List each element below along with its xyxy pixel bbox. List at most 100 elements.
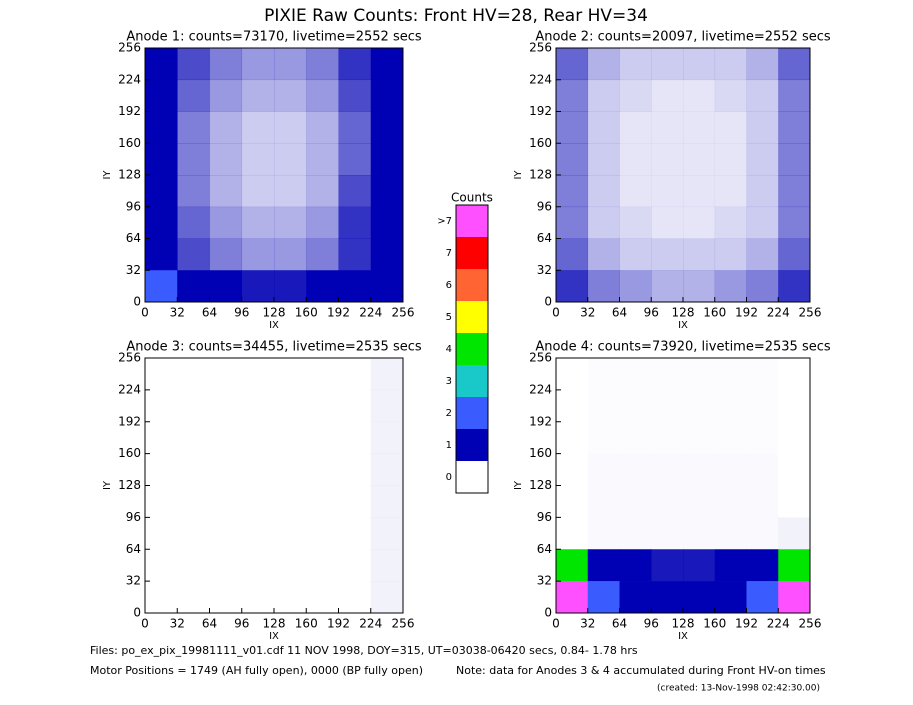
- heat-cell: [619, 581, 652, 614]
- colorbar-label: 3: [446, 376, 452, 387]
- heat-cell: [209, 143, 243, 176]
- x-tick-label: 96: [234, 617, 249, 631]
- heat-cell: [338, 581, 372, 614]
- heat-cell: [587, 48, 620, 81]
- heat-cell: [274, 549, 307, 582]
- x-axis-label: IX: [269, 320, 279, 331]
- heat-cell: [177, 111, 210, 144]
- x-tick-label: 128: [263, 617, 286, 631]
- heat-cell: [306, 238, 339, 271]
- heat-cell: [370, 453, 404, 486]
- heat-cell: [778, 485, 811, 518]
- x-tick-label: 96: [234, 306, 249, 320]
- x-tick-label: 160: [703, 306, 726, 320]
- heat-cell: [619, 111, 652, 144]
- heat-cell: [747, 422, 779, 454]
- heat-cell: [241, 389, 275, 423]
- heat-cell: [241, 143, 275, 176]
- heat-cell: [619, 143, 652, 176]
- heat-cell: [338, 549, 372, 582]
- heat-cell: [274, 270, 307, 303]
- heat-cell: [338, 358, 372, 391]
- heat-cell: [306, 206, 339, 239]
- heat-cell: [587, 175, 620, 208]
- heat-cell: [651, 270, 684, 303]
- heat-cell: [683, 422, 715, 454]
- heat-cell: [306, 581, 339, 614]
- heat-cell: [274, 485, 307, 518]
- heat-cell: [587, 206, 620, 239]
- heat-cell: [338, 517, 372, 550]
- heat-cell: [241, 238, 275, 271]
- heat-cell: [306, 143, 339, 176]
- panel-title: Anode 4: counts=73920, livetime=2535 sec…: [535, 340, 831, 355]
- x-tick-label: 256: [799, 306, 822, 320]
- heat-cell: [145, 143, 178, 176]
- x-tick-label: 256: [392, 306, 415, 320]
- heat-cell: [145, 358, 178, 391]
- heat-cell: [651, 238, 684, 271]
- heat-cell: [209, 453, 243, 486]
- heat-cell: [683, 517, 715, 549]
- heat-cell: [370, 238, 404, 271]
- heat-cell: [274, 238, 307, 271]
- heat-cell: [370, 517, 404, 550]
- heat-cell: [556, 238, 589, 271]
- heat-cell: [683, 486, 715, 518]
- heat-cell: [145, 111, 178, 144]
- heat-cell: [778, 238, 811, 271]
- heat-cell: [370, 48, 404, 81]
- panel-title: Anode 3: counts=34455, livetime=2535 sec…: [126, 340, 422, 355]
- heat-cell: [747, 358, 779, 390]
- x-tick-label: 96: [644, 617, 659, 631]
- heat-cell: [556, 270, 589, 303]
- x-tick-label: 128: [263, 306, 286, 320]
- heat-cell: [306, 175, 339, 208]
- heat-cell: [683, 111, 716, 144]
- heat-cell: [338, 238, 372, 271]
- heat-cell: [778, 48, 811, 81]
- heat-cell: [274, 358, 307, 391]
- colorbar-box: [456, 461, 488, 493]
- heat-cell: [683, 206, 716, 239]
- y-tick-label: 128: [529, 168, 552, 182]
- heat-cell: [306, 48, 339, 81]
- heat-cell: [587, 270, 620, 303]
- heat-cell: [683, 238, 716, 271]
- heat-cell: [588, 454, 620, 486]
- y-tick-label: 192: [529, 414, 552, 428]
- y-tick-label: 0: [133, 606, 141, 620]
- heat-cell: [274, 517, 307, 550]
- heat-cell: [241, 485, 275, 518]
- heat-cell: [177, 175, 210, 208]
- y-tick-label: 0: [544, 295, 552, 309]
- x-tick-label: 0: [552, 306, 560, 320]
- colorbar-label: 1: [446, 440, 452, 451]
- heat-cell: [306, 453, 339, 486]
- footer-note: Note: data for Anodes 3 & 4 accumulated …: [456, 664, 826, 677]
- x-tick-label: 192: [327, 306, 350, 320]
- heat-cell: [145, 485, 178, 518]
- heat-cell: [145, 421, 178, 454]
- x-tick-label: 0: [552, 617, 560, 631]
- heat-cell: [778, 581, 811, 614]
- heat-cell: [714, 111, 747, 144]
- heat-cell: [145, 175, 178, 208]
- x-tick-label: 32: [170, 617, 185, 631]
- heat-cell: [338, 111, 372, 144]
- colorbar-box: [456, 301, 488, 333]
- heat-cell: [715, 486, 747, 518]
- heat-cell: [370, 143, 404, 176]
- heat-cell: [746, 175, 779, 208]
- panel-title: Anode 2: counts=20097, livetime=2552 sec…: [535, 30, 831, 45]
- heat-cell: [651, 486, 683, 518]
- heat-cell: [746, 270, 779, 303]
- x-tick-label: 64: [612, 617, 627, 631]
- heat-cell: [620, 454, 652, 486]
- heat-cell: [747, 454, 779, 486]
- heat-cell: [556, 143, 589, 176]
- footer-created: (created: 13-Nov-1998 02:42:30.00): [657, 684, 820, 694]
- heat-cell: [778, 389, 811, 423]
- colorbar-box: [456, 237, 488, 269]
- heat-cell: [177, 358, 210, 391]
